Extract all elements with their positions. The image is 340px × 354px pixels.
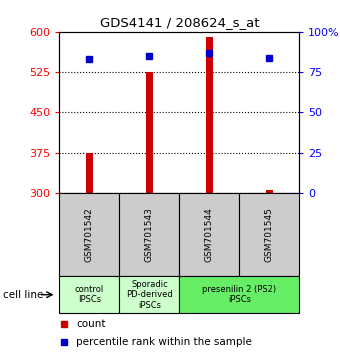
- Bar: [266, 190, 273, 193]
- Text: GSM701542: GSM701542: [85, 207, 94, 262]
- Text: GSM701544: GSM701544: [205, 207, 214, 262]
- Bar: [146, 72, 153, 193]
- FancyBboxPatch shape: [59, 193, 119, 276]
- FancyBboxPatch shape: [59, 276, 119, 313]
- Text: presenilin 2 (PS2)
iPSCs: presenilin 2 (PS2) iPSCs: [202, 285, 276, 304]
- Text: Sporadic
PD-derived
iPSCs: Sporadic PD-derived iPSCs: [126, 280, 173, 310]
- FancyBboxPatch shape: [239, 193, 299, 276]
- FancyBboxPatch shape: [119, 276, 179, 313]
- Title: GDS4141 / 208624_s_at: GDS4141 / 208624_s_at: [100, 16, 259, 29]
- Bar: [86, 153, 93, 193]
- Text: control
IPSCs: control IPSCs: [75, 285, 104, 304]
- Text: count: count: [76, 319, 106, 329]
- Bar: [206, 37, 213, 193]
- Text: GSM701543: GSM701543: [145, 207, 154, 262]
- FancyBboxPatch shape: [179, 193, 239, 276]
- Text: percentile rank within the sample: percentile rank within the sample: [76, 337, 252, 347]
- FancyBboxPatch shape: [179, 276, 299, 313]
- Text: GSM701545: GSM701545: [265, 207, 274, 262]
- Text: cell line: cell line: [3, 290, 44, 300]
- FancyBboxPatch shape: [119, 193, 179, 276]
